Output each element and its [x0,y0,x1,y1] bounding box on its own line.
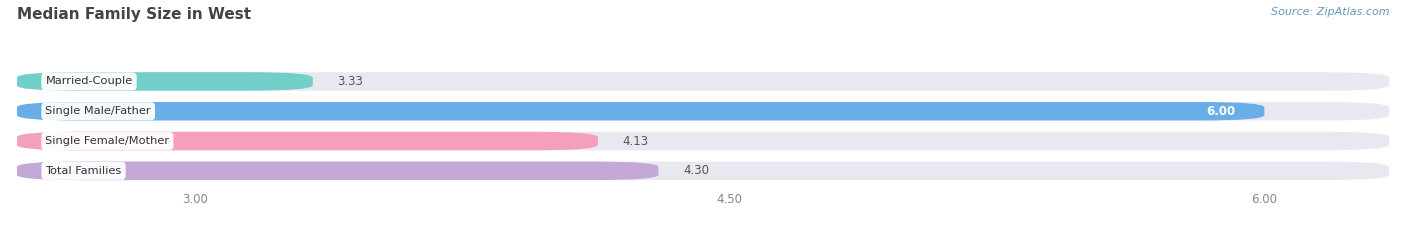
Text: 3.33: 3.33 [337,75,364,88]
FancyBboxPatch shape [17,72,312,91]
Text: 4.13: 4.13 [623,134,650,147]
FancyBboxPatch shape [17,162,658,180]
FancyBboxPatch shape [17,132,1389,150]
FancyBboxPatch shape [17,102,1264,120]
FancyBboxPatch shape [17,162,1389,180]
Text: 6.00: 6.00 [1206,105,1236,118]
Text: Total Families: Total Families [45,166,122,176]
Text: Single Female/Mother: Single Female/Mother [45,136,170,146]
Text: Married-Couple: Married-Couple [45,76,132,86]
Text: Source: ZipAtlas.com: Source: ZipAtlas.com [1271,7,1389,17]
FancyBboxPatch shape [17,102,1389,120]
Text: Median Family Size in West: Median Family Size in West [17,7,252,22]
Text: Single Male/Father: Single Male/Father [45,106,150,116]
FancyBboxPatch shape [17,132,598,150]
FancyBboxPatch shape [17,72,1389,91]
Text: 4.30: 4.30 [683,164,710,177]
